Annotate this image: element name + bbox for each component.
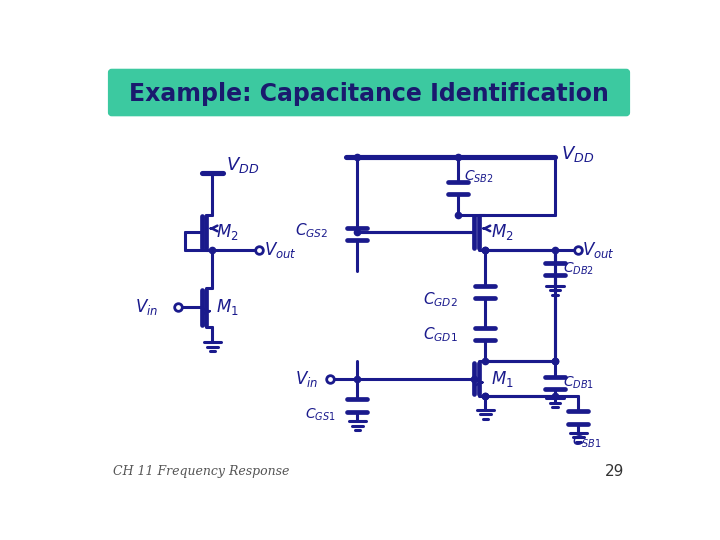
Text: $C_{GS1}$: $C_{GS1}$ (305, 407, 336, 423)
FancyBboxPatch shape (109, 70, 629, 116)
Text: $V_{out}$: $V_{out}$ (264, 240, 297, 260)
Text: $C_{GS2}$: $C_{GS2}$ (295, 221, 329, 240)
Text: $C_{DB2}$: $C_{DB2}$ (563, 261, 594, 277)
Text: $V_{out}$: $V_{out}$ (582, 240, 615, 260)
Text: CH 11 Frequency Response: CH 11 Frequency Response (113, 465, 289, 478)
Text: $C_{SB1}$: $C_{SB1}$ (572, 434, 602, 450)
Text: $M_2$: $M_2$ (216, 222, 239, 242)
Text: $V_{in}$: $V_{in}$ (295, 369, 318, 389)
Text: $M_2$: $M_2$ (492, 222, 514, 242)
Text: $M_1$: $M_1$ (216, 298, 239, 318)
Text: Example: Capacitance Identification: Example: Capacitance Identification (129, 82, 609, 106)
Text: $C_{GD1}$: $C_{GD1}$ (423, 325, 458, 343)
Text: $V_{DD}$: $V_{DD}$ (226, 155, 259, 175)
Text: $C_{SB2}$: $C_{SB2}$ (464, 168, 494, 185)
Text: 29: 29 (606, 464, 625, 479)
Text: $V_{DD}$: $V_{DD}$ (561, 144, 594, 164)
Text: $V_{in}$: $V_{in}$ (135, 298, 158, 318)
Text: $C_{DB1}$: $C_{DB1}$ (563, 375, 594, 391)
Text: $M_1$: $M_1$ (492, 369, 514, 389)
Text: $C_{GD2}$: $C_{GD2}$ (423, 291, 458, 309)
